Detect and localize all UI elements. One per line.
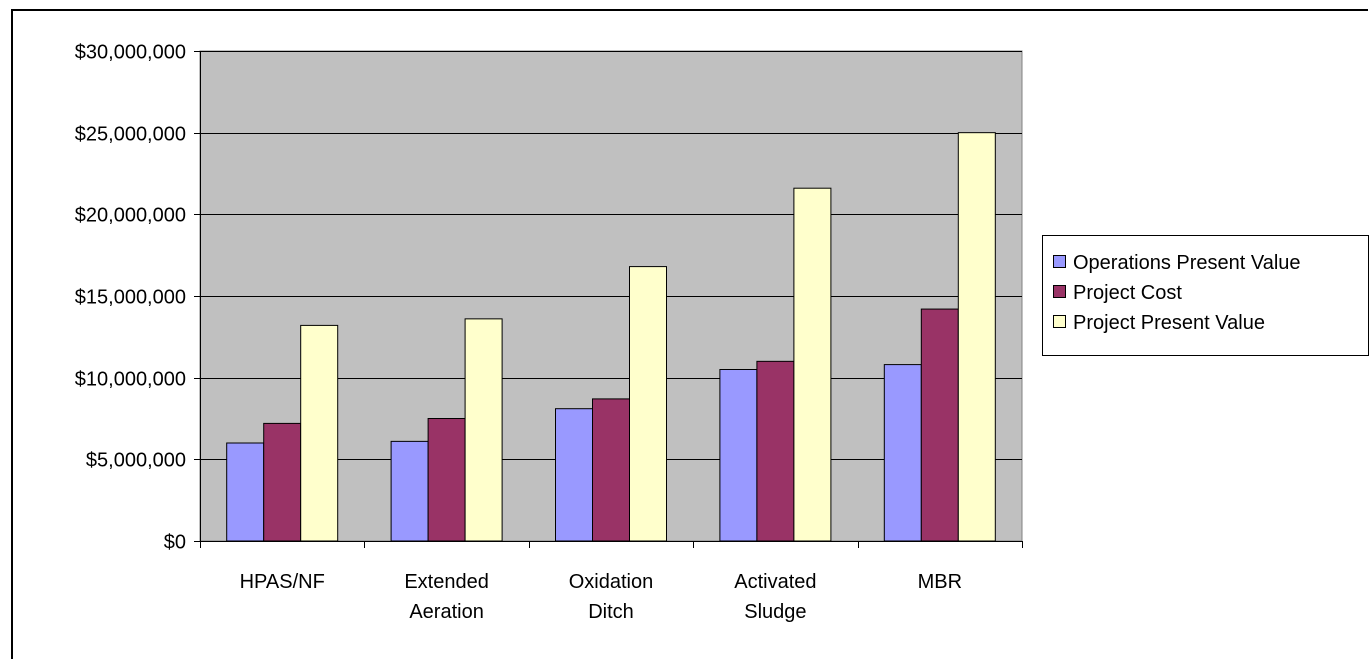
x-tick-label-line: HPAS/NF xyxy=(240,571,325,593)
y-tick-label: $10,000,000 xyxy=(75,369,186,391)
y-tick-label: $0 xyxy=(164,532,186,554)
x-tick-label: Oxidation Ditch xyxy=(569,571,654,623)
x-tick-label: HPAS/NF xyxy=(240,571,325,593)
y-tick-label: $20,000,000 xyxy=(75,205,186,227)
bar xyxy=(300,324,339,542)
x-tick-labels: HPAS/NF Extended Aeration Oxidation Ditch Act… xyxy=(240,571,962,623)
legend: Operations Present Value Project Cost Proj… xyxy=(1042,235,1369,356)
legend-label: Project Cost xyxy=(1073,282,1182,304)
bar xyxy=(883,364,922,542)
x-tick-label: MBR xyxy=(918,571,962,593)
chart-frame xyxy=(11,9,1368,659)
legend-swatch xyxy=(1053,285,1066,298)
y-tick-label: $30,000,000 xyxy=(75,42,186,64)
x-tick-label-line: Extended xyxy=(404,571,489,593)
bar xyxy=(920,308,959,542)
y-tick-labels: $0 $5,000,000 $10,000,000 $15,000,000 $20,00… xyxy=(75,42,186,554)
bar xyxy=(793,187,832,542)
x-tick-label-line: MBR xyxy=(918,571,962,593)
x-tick-label-line: Ditch xyxy=(588,601,634,623)
bar xyxy=(719,369,758,542)
x-tick-label-line: Sludge xyxy=(744,601,806,623)
legend-label: Operations Present Value xyxy=(1073,252,1301,274)
x-tick-label: Activated Sludge xyxy=(734,571,816,623)
bar xyxy=(756,360,795,542)
y-tick-label: $5,000,000 xyxy=(86,450,186,472)
y-tick-label: $25,000,000 xyxy=(75,124,186,146)
bar xyxy=(226,442,265,542)
bar xyxy=(427,418,466,542)
bar xyxy=(555,408,593,542)
y-tick-label: $15,000,000 xyxy=(75,287,186,309)
x-tick-label-line: Aeration xyxy=(409,601,484,623)
bar xyxy=(464,318,503,542)
legend-box xyxy=(1042,235,1369,356)
legend-swatch xyxy=(1053,315,1066,328)
bar xyxy=(390,440,429,542)
bars xyxy=(226,132,996,542)
legend-label: Project Present Value xyxy=(1073,312,1265,334)
bar xyxy=(592,398,630,542)
bar xyxy=(957,132,996,542)
x-tick-label-line: Activated xyxy=(734,571,816,593)
bar xyxy=(629,266,667,542)
x-tick-label-line: Oxidation xyxy=(569,571,654,593)
legend-swatch xyxy=(1053,255,1066,268)
x-tick-label: Extended Aeration xyxy=(404,571,489,623)
axes xyxy=(194,51,1023,548)
bar xyxy=(263,422,302,542)
